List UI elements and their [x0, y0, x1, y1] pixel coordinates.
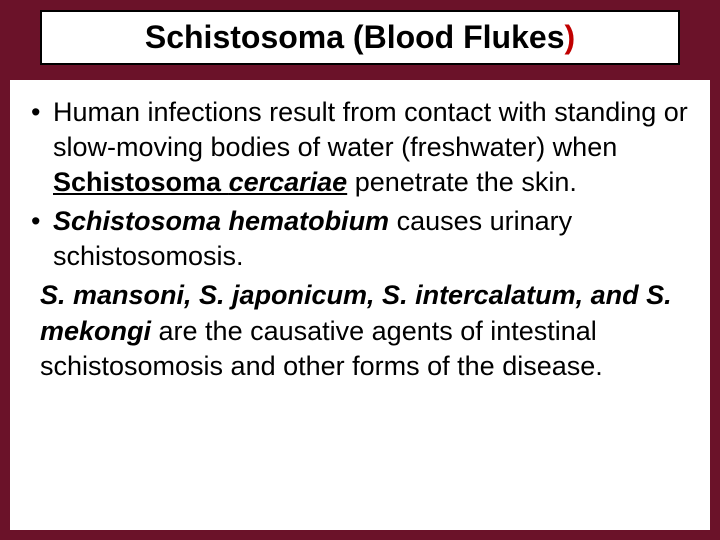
content-area: Human infections result from contact wit… — [10, 80, 710, 530]
title-box: Schistosoma (Blood Flukes) — [40, 10, 680, 65]
bullet-list: Human infections result from contact wit… — [25, 95, 690, 274]
bullet1-post: penetrate the skin. — [347, 167, 577, 197]
title-paren-close: ) — [564, 19, 575, 55]
title-main: Schistosoma (Blood Flukes — [145, 19, 565, 55]
slide: Schistosoma (Blood Flukes) Human infecti… — [0, 0, 720, 540]
bullet1-term2: cercariae — [229, 167, 348, 197]
bullet2-term: Schistosoma hematobium — [53, 206, 389, 236]
slide-title: Schistosoma (Blood Flukes) — [145, 19, 575, 56]
bullet1-pre: Human infections result from contact wit… — [53, 97, 688, 162]
bullet-item-2: Schistosoma hematobium causes urinary sc… — [25, 204, 690, 274]
bullet1-term1: Schistosoma — [53, 167, 229, 197]
bullet-item-1: Human infections result from contact wit… — [25, 95, 690, 200]
trailing-paragraph: S. mansoni, S. japonicum, S. intercalatu… — [25, 278, 690, 383]
